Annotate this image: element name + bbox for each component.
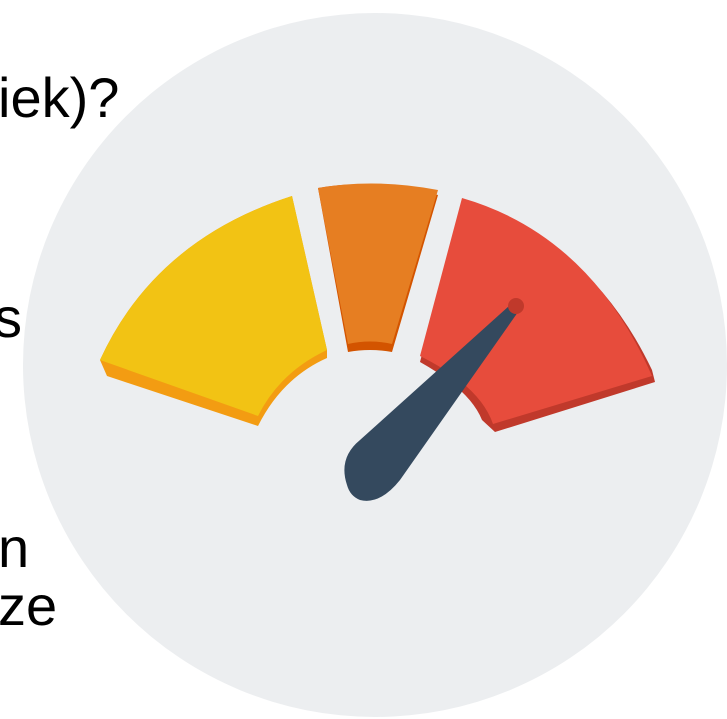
background-text-line-3: n <box>0 516 30 579</box>
gauge-segment-mid <box>318 183 438 344</box>
gauge-segment-low <box>100 196 327 416</box>
gauge-needle <box>344 302 519 501</box>
gauge-background-circle <box>23 13 727 717</box>
gauge-needle-tip <box>508 298 524 314</box>
background-text-line-2: s <box>0 286 22 349</box>
background-text-line-1: iek)? <box>0 66 120 129</box>
background-text-line-4: ze <box>0 574 58 637</box>
